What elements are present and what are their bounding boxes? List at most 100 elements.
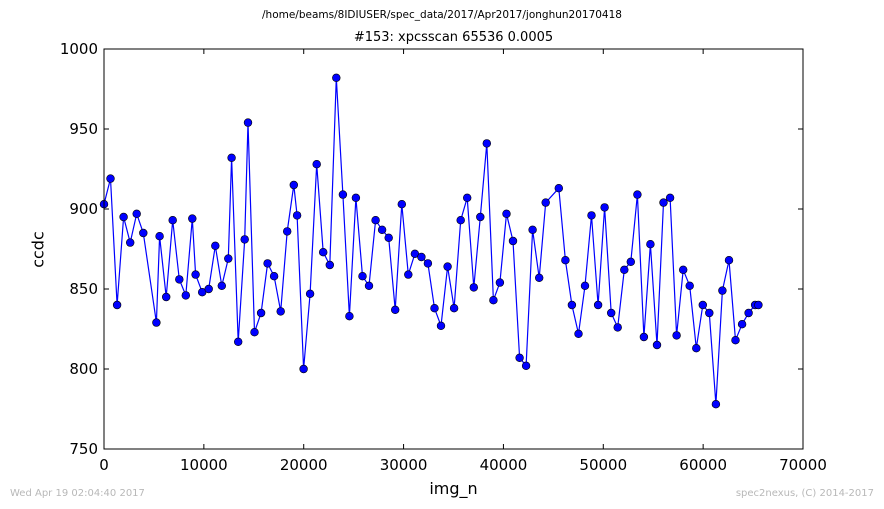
data-point (188, 214, 197, 223)
x-tick-label: 20000 (280, 456, 328, 474)
data-point (593, 300, 603, 310)
data-point (332, 73, 341, 83)
x-tick-label: 10000 (180, 456, 228, 474)
data-point (600, 203, 609, 212)
data-point (698, 300, 707, 310)
data-point (256, 308, 266, 318)
data-point (718, 286, 727, 295)
data-point (515, 353, 524, 362)
y-tick-label: 950 (69, 120, 98, 138)
data-point (312, 160, 321, 169)
axis-ticks: 0 10000 20000 30000 40000 50000 60000 70000 750 8… (60, 40, 827, 474)
data-point (391, 305, 400, 314)
data-point (659, 198, 668, 207)
chart-title: #153: xpcsscan 65536 0.0005 (353, 30, 554, 45)
data-point (191, 270, 200, 279)
data-point (613, 323, 622, 332)
data-point (292, 211, 302, 220)
data-point (112, 300, 122, 310)
data-point (397, 200, 406, 209)
data-point (175, 275, 184, 284)
footer-credit: spec2nexus, (C) 2014-2017 (735, 488, 874, 499)
data-point (371, 216, 380, 225)
data-point (587, 211, 596, 220)
data-point (731, 336, 740, 345)
data-point (606, 308, 616, 318)
data-point (168, 216, 177, 225)
data-point (240, 235, 249, 244)
data-point (554, 184, 563, 193)
x-tick-label: 60000 (679, 456, 727, 474)
data-point (404, 270, 413, 279)
data-point (345, 312, 354, 321)
x-tick-label: 0 (99, 456, 109, 474)
data-point (489, 296, 498, 305)
data-point (646, 240, 655, 249)
data-point (685, 281, 694, 290)
data-point (534, 273, 544, 282)
data-point (541, 198, 550, 207)
data-point (162, 292, 171, 302)
data-point (456, 216, 465, 225)
data-point (227, 153, 236, 163)
data-point (633, 190, 642, 199)
data-point (152, 318, 161, 327)
data-point (508, 236, 518, 246)
data-point (276, 307, 285, 316)
data-point (204, 284, 213, 294)
data-point (469, 283, 478, 292)
data-point (338, 190, 348, 199)
data-point (443, 262, 452, 271)
data-point (319, 248, 328, 257)
footer-timestamp: Wed Apr 19 02:04:40 2017 (10, 488, 145, 499)
data-point (528, 225, 537, 235)
data-point (626, 257, 635, 266)
data-point (711, 400, 721, 409)
data-point (476, 212, 485, 222)
data-point (234, 337, 243, 346)
data-point (289, 180, 298, 190)
data-point (737, 320, 747, 329)
data-point (211, 241, 220, 251)
data-point (119, 212, 128, 222)
data-point (430, 304, 439, 313)
data-point (652, 340, 662, 350)
data-point (283, 227, 292, 236)
data-point (561, 256, 570, 265)
data-point (325, 260, 334, 270)
data-point (139, 228, 148, 238)
data-point (502, 209, 511, 219)
x-tick-label: 50000 (579, 456, 627, 474)
y-tick-label: 1000 (60, 40, 98, 58)
data-point (754, 300, 763, 310)
data-point (463, 193, 472, 203)
data-point (620, 265, 629, 274)
data-point (705, 308, 714, 318)
data-point (106, 174, 115, 183)
data-point (449, 304, 459, 313)
chart-marks (99, 73, 763, 409)
data-point (305, 289, 315, 298)
data-point (351, 193, 361, 203)
data-point (574, 329, 583, 338)
data-point (436, 321, 446, 330)
x-axis-label: img_n (429, 479, 478, 498)
y-tick-label: 800 (69, 360, 98, 378)
data-point (482, 139, 491, 148)
data-point (377, 225, 387, 235)
y-tick-label: 900 (69, 200, 98, 218)
data-point (672, 331, 681, 340)
data-point (521, 361, 531, 370)
y-tick-label: 850 (69, 280, 98, 298)
data-point (744, 308, 753, 318)
data-point (224, 254, 233, 263)
plot-frame (103, 48, 804, 450)
data-point (665, 193, 675, 203)
data-point (181, 291, 191, 300)
x-tick-label: 40000 (480, 456, 528, 474)
data-point (678, 265, 688, 274)
data-point (384, 233, 393, 243)
series-line (103, 77, 759, 405)
y-tick-label: 750 (69, 440, 98, 458)
data-point (724, 256, 734, 265)
